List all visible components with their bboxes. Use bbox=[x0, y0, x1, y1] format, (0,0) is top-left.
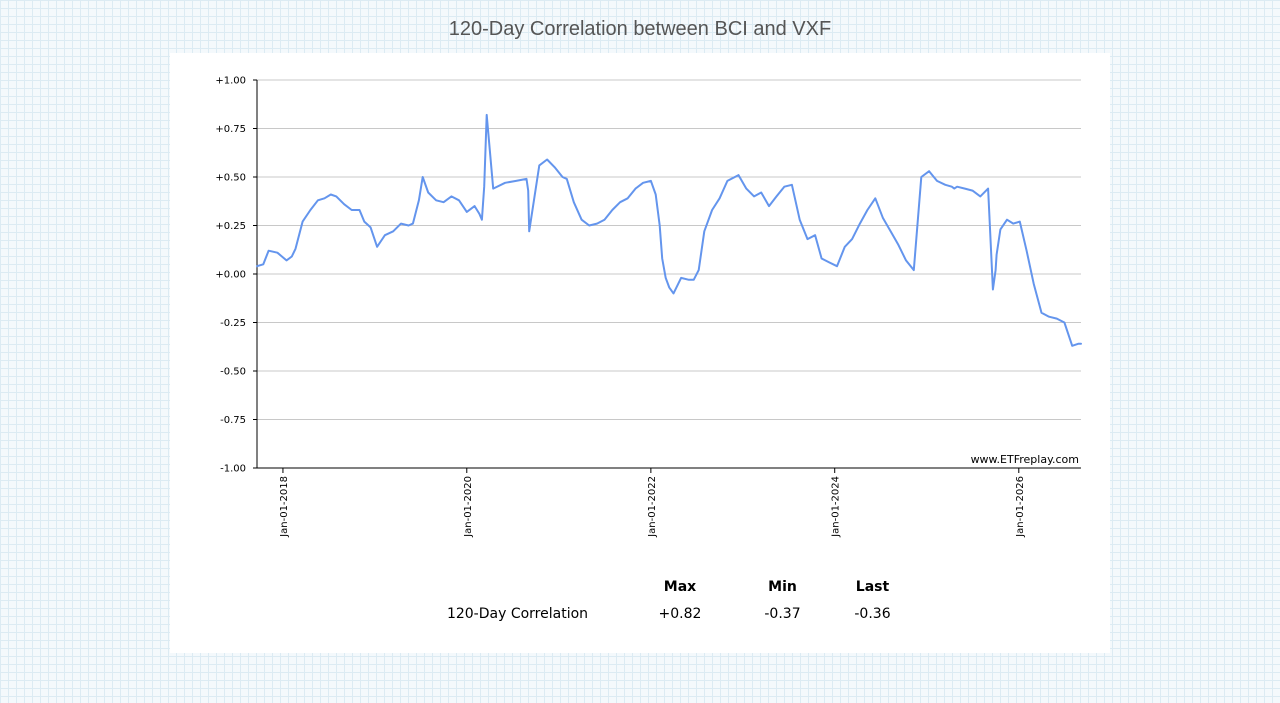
y-tick-label: -1.00 bbox=[220, 464, 246, 475]
x-axis-ticks: Jan-01-2018 Jan-01-2020 Jan-01-2022 Jan-01-… bbox=[279, 468, 1026, 538]
y-tick-label: +0.50 bbox=[215, 173, 246, 184]
stats-row-label: 120-Day Correlation bbox=[446, 606, 589, 622]
stats-row-max: +0.82 bbox=[658, 606, 702, 622]
stats-header-label bbox=[410, 576, 625, 598]
y-tick-label: +0.75 bbox=[215, 124, 246, 135]
stats-row-last: -0.36 bbox=[854, 606, 891, 622]
stats-header-last: Last bbox=[855, 579, 890, 595]
x-tick-label: Jan-01-2020 bbox=[463, 476, 474, 538]
y-axis-ticks: +1.00 +0.75 +0.50 +0.25 +0.00 -0.25 -0.50 -0.75… bbox=[215, 76, 257, 475]
x-tick-label: Jan-01-2024 bbox=[831, 476, 842, 538]
watermark: www.ETFreplay.com bbox=[971, 453, 1079, 466]
x-tick-label: Jan-01-2018 bbox=[279, 476, 290, 538]
correlation-chart: +1.00 +0.75 +0.50 +0.25 +0.00 -0.25 -0.50 -0.75… bbox=[215, 76, 1082, 538]
x-tick-label: Jan-01-2022 bbox=[647, 476, 658, 538]
stats-table: Max Min Last 120-Day Correlation +0.82 -… bbox=[410, 576, 915, 630]
correlation-series-line bbox=[256, 113, 1082, 347]
stats-header-min: Min bbox=[768, 579, 797, 595]
y-tick-label: -0.75 bbox=[220, 415, 246, 426]
stats-header-max: Max bbox=[663, 579, 697, 595]
page-title: 120-Day Correlation between BCI and VXF bbox=[448, 18, 832, 40]
series-layer bbox=[256, 113, 1082, 347]
y-tick-label: -0.50 bbox=[220, 367, 246, 378]
chart-panel: +1.00 +0.75 +0.50 +0.25 +0.00 -0.25 -0.50 -0.75… bbox=[170, 53, 1110, 653]
stats-header-row: Max Min Last bbox=[410, 576, 915, 598]
y-tick-label: +0.00 bbox=[215, 270, 246, 281]
y-tick-label: -0.25 bbox=[220, 318, 246, 329]
y-tick-label: +1.00 bbox=[215, 76, 246, 87]
x-tick-label: Jan-01-2026 bbox=[1015, 476, 1026, 538]
stats-row-min: -0.37 bbox=[764, 606, 801, 622]
y-tick-label: +0.25 bbox=[215, 221, 246, 232]
grid-lines bbox=[257, 79, 1081, 420]
stats-row: 120-Day Correlation +0.82 -0.37 -0.36 bbox=[410, 598, 915, 630]
